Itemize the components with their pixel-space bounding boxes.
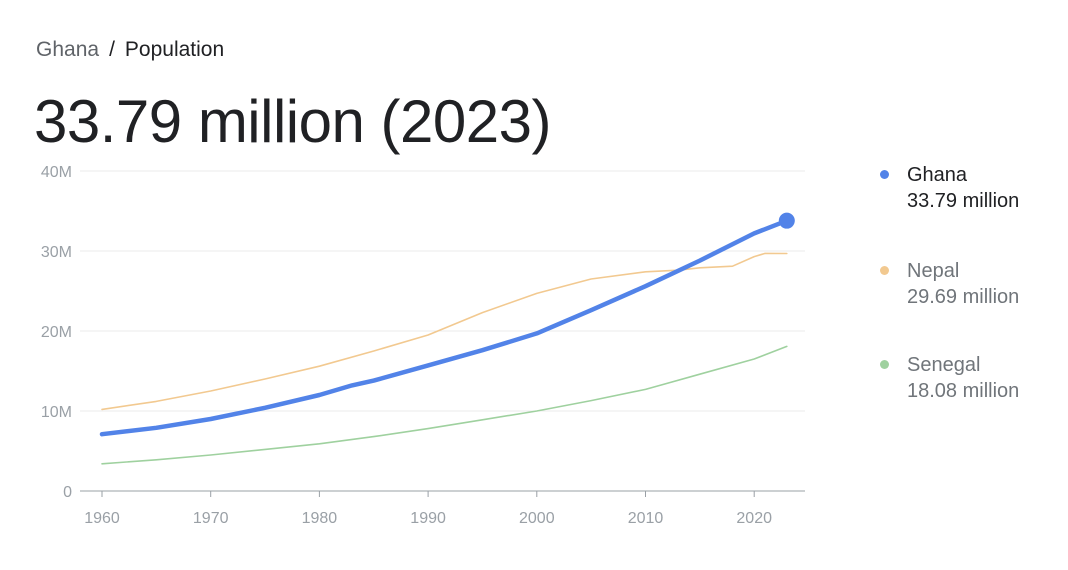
x-tick-label: 2010 <box>628 510 664 527</box>
y-tick-label: 0 <box>63 484 72 501</box>
y-tick-label: 10M <box>41 404 72 421</box>
breadcrumb-separator: / <box>109 38 115 61</box>
x-tick-label: 1960 <box>84 510 120 527</box>
breadcrumb: Ghana / Population <box>36 38 224 62</box>
x-tick-label: 2000 <box>519 510 555 527</box>
series-line-nepal <box>101 252 788 411</box>
legend-series-name: Ghana <box>907 164 968 186</box>
series-line-ghana <box>99 218 790 437</box>
x-tick-label: 1970 <box>193 510 229 527</box>
legend-dot-icon <box>880 266 889 275</box>
legend-series-value: 29.69 million <box>907 286 1020 308</box>
x-tick-label: 2020 <box>736 510 772 527</box>
legend-dot-icon <box>880 170 889 179</box>
legend-dot-icon <box>880 360 889 369</box>
y-tick-label: 20M <box>41 324 72 341</box>
series-line-senegal <box>101 345 788 465</box>
y-tick-label: 30M <box>41 244 72 261</box>
legend-series-value: 33.79 million <box>907 190 1020 212</box>
legend-series-name: Senegal <box>907 354 981 376</box>
x-tick-label: 1980 <box>302 510 338 527</box>
breadcrumb-parent-link[interactable]: Ghana <box>36 38 100 61</box>
breadcrumb-current: Population <box>124 38 225 61</box>
x-tick-label: 1990 <box>410 510 446 527</box>
legend-series-name: Nepal <box>907 260 960 282</box>
y-tick-label: 40M <box>41 164 72 181</box>
legend-series-value: 18.08 million <box>907 380 1020 402</box>
highlight-point <box>778 212 795 229</box>
headline-value: 33.79 million (2023) <box>34 88 551 155</box>
